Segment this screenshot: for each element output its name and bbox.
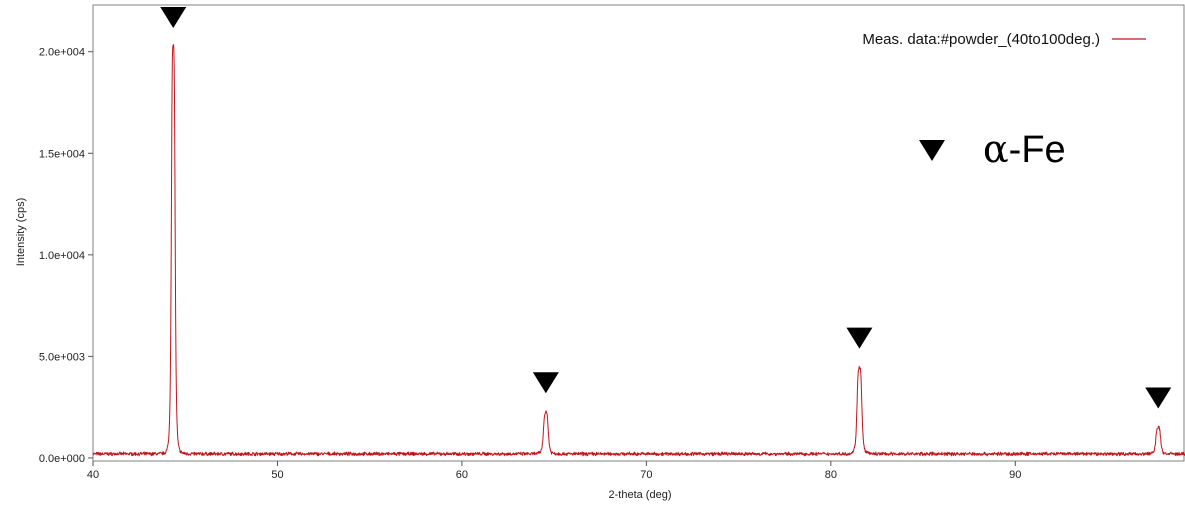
axis-ticks: 40 50 60 70 80 90 0.0e+000 5.0e+003 1.0e+004 1.5e… — [39, 47, 1022, 481]
peak-marker — [1145, 387, 1172, 409]
x-tick-label: 90 — [1009, 469, 1021, 481]
phase-marker-icon — [919, 140, 945, 161]
y-tick-label: 1.0e+004 — [39, 250, 85, 262]
series-line — [92, 44, 1185, 457]
plot-area-border — [92, 4, 1185, 462]
x-tick-label: 80 — [825, 469, 837, 481]
phase-label: α-Fe — [983, 127, 1066, 171]
y-tick-label: 0.0e+000 — [39, 453, 85, 465]
x-tick-label: 40 — [87, 469, 99, 481]
plot-frame — [92, 4, 1185, 462]
legend-label: Meas. data:#powder_(40to100deg.) — [862, 31, 1100, 48]
x-tick-label: 50 — [271, 469, 283, 481]
peak-markers — [160, 7, 1172, 409]
data-series — [92, 44, 1185, 457]
y-tick-label: 5.0e+003 — [39, 351, 85, 363]
y-axis-title: Intensity (cps) — [15, 198, 27, 266]
peak-marker — [846, 327, 873, 349]
x-tick-label: 60 — [456, 469, 468, 481]
phase-label-alpha: α — [983, 127, 1009, 171]
peak-marker — [160, 7, 187, 28]
phase-label-rest: -Fe — [1009, 129, 1066, 171]
x-tick-label: 70 — [640, 469, 652, 481]
x-axis-title: 2-theta (deg) — [609, 489, 672, 501]
y-tick-label: 2.0e+004 — [39, 47, 85, 59]
peak-marker — [532, 372, 559, 394]
y-tick-label: 1.5e+004 — [39, 148, 85, 160]
phase-annotation: α-Fe — [919, 127, 1066, 171]
legend: Meas. data:#powder_(40to100deg.) — [862, 31, 1146, 48]
